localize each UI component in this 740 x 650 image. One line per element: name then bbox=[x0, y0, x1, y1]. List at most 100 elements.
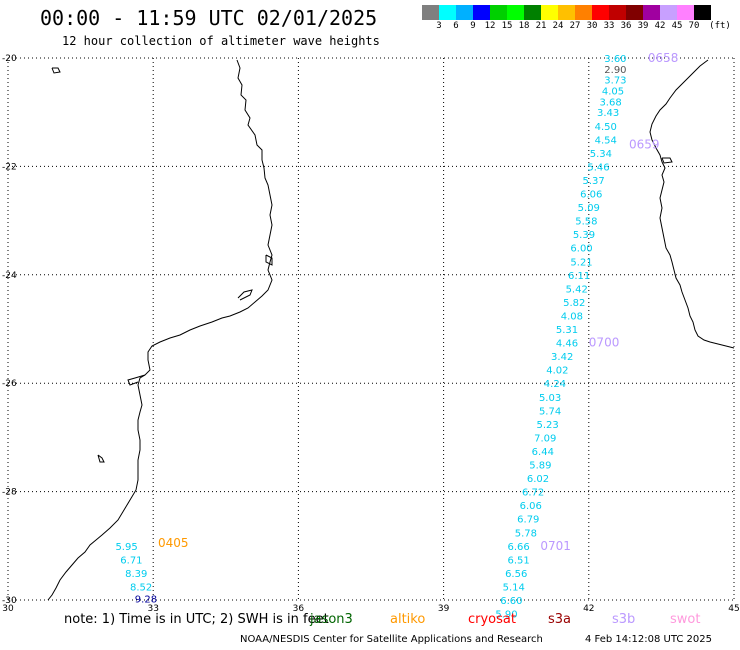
legend-label: 24 bbox=[552, 21, 564, 31]
wave-height-value: 5.46 bbox=[587, 162, 609, 173]
wave-height-value: 6.02 bbox=[527, 474, 549, 485]
y-tick-label: -24 bbox=[2, 271, 17, 281]
wave-height-value: 5.09 bbox=[578, 203, 600, 214]
satellite-name: s3a bbox=[548, 612, 572, 627]
wave-height-value: 9.28 bbox=[135, 594, 157, 605]
wave-height-value: 6.71 bbox=[120, 555, 142, 566]
wave-height-value: 6.11 bbox=[568, 271, 590, 282]
map-grid bbox=[7, 57, 735, 601]
footnote: note: 1) Time is in UTC; 2) SWH is in fe… bbox=[64, 612, 329, 627]
madagascar-coastline bbox=[649, 59, 735, 349]
wave-height-value: 7.09 bbox=[534, 433, 556, 444]
satellite-name: swot bbox=[670, 612, 701, 627]
pass-time-label: 0700 bbox=[589, 336, 620, 350]
wave-height-value: 3.42 bbox=[551, 352, 573, 363]
pass-time-label: 0405 bbox=[158, 536, 189, 550]
wave-height-value: 5.89 bbox=[529, 461, 551, 472]
wave-height-value: 6.51 bbox=[507, 555, 529, 566]
wave-height-value: 4.50 bbox=[595, 122, 617, 133]
legend-swatch bbox=[626, 5, 643, 20]
wave-height-value: 5.95 bbox=[115, 542, 137, 553]
legend-swatch bbox=[439, 5, 456, 20]
wave-height-value: 3.73 bbox=[604, 76, 626, 87]
wave-height-value: 6.00 bbox=[570, 244, 592, 255]
axis-ticks: 30 33 36 39 42 45 -20 -22 -24 -26 -28 -30 bbox=[2, 54, 740, 614]
madagascar-islet bbox=[661, 157, 673, 164]
coastline bbox=[47, 59, 735, 601]
wave-height-value: 5.82 bbox=[563, 298, 585, 309]
legend-swatch bbox=[592, 5, 609, 20]
wave-height-value: 8.39 bbox=[125, 569, 147, 580]
legend-label: 12 bbox=[484, 21, 496, 31]
legend-label: 21 bbox=[535, 21, 547, 31]
wave-height-value: 5.78 bbox=[515, 528, 537, 539]
wave-height-value: 6.72 bbox=[522, 488, 544, 499]
y-tick-label: -28 bbox=[2, 488, 17, 498]
y-tick-label: -26 bbox=[2, 379, 17, 389]
small-lake-south bbox=[97, 454, 105, 463]
wave-height-value: 6.79 bbox=[517, 515, 539, 526]
legend-label: 36 bbox=[620, 21, 632, 31]
wave-height-value: 5.34 bbox=[590, 149, 612, 160]
pass-time-label: 0658 bbox=[648, 51, 679, 65]
wave-height-value: 8.52 bbox=[130, 582, 152, 593]
pass-time-label: 0659 bbox=[629, 138, 660, 152]
x-tick-label: 42 bbox=[583, 604, 594, 614]
wave-height-value: 5.31 bbox=[556, 325, 578, 336]
legend-label: 18 bbox=[518, 21, 530, 31]
wave-height-value: 4.05 bbox=[602, 87, 624, 98]
x-tick-label: 33 bbox=[147, 604, 158, 614]
legend-swatch bbox=[677, 5, 694, 20]
legend-label: 6 bbox=[453, 21, 459, 31]
legend-swatch bbox=[541, 5, 558, 20]
wave-height-value: 6.06 bbox=[520, 501, 542, 512]
chart-title: 00:00 - 11:59 UTC 02/01/2025 bbox=[40, 6, 378, 30]
wave-height-value: 4.24 bbox=[544, 379, 566, 390]
wave-height-value: 5.74 bbox=[539, 406, 561, 417]
legend-swatch bbox=[456, 5, 473, 20]
satellite-name: altiko bbox=[390, 612, 426, 627]
satellite-name: cryosat bbox=[468, 612, 516, 627]
legend-label: 27 bbox=[569, 21, 581, 31]
pass-time-label: 0701 bbox=[540, 539, 571, 553]
small-island-west bbox=[51, 67, 61, 74]
legend-label: 9 bbox=[470, 21, 476, 31]
legend-labels: 3 6 9 12 15 18 21 24 27 30 33 36 39 42 45 70 (ft) bbox=[422, 21, 740, 33]
wave-height-value: 3.43 bbox=[597, 108, 619, 119]
legend-label: 42 bbox=[654, 21, 666, 31]
wave-height-value: 6.66 bbox=[507, 542, 529, 553]
wave-height-value: 5.14 bbox=[503, 582, 525, 593]
legend-label: 39 bbox=[637, 21, 649, 31]
legend-swatch bbox=[490, 5, 507, 20]
legend-swatch bbox=[422, 5, 439, 20]
legend-swatch bbox=[609, 5, 626, 20]
wave-height-value: 4.46 bbox=[556, 339, 578, 350]
wave-height-value: 5.39 bbox=[573, 230, 595, 241]
legend-label: 15 bbox=[501, 21, 513, 31]
x-tick-label: 36 bbox=[293, 604, 305, 614]
y-tick-label: -30 bbox=[2, 596, 17, 606]
wave-height-value: 4.54 bbox=[595, 135, 617, 146]
legend-swatch bbox=[507, 5, 524, 20]
credit-text: NOAA/NESDIS Center for Satellite Applica… bbox=[240, 634, 543, 645]
legend-label: 30 bbox=[586, 21, 598, 31]
wave-height-value: 3.60 bbox=[604, 54, 626, 65]
inland-lake-outline bbox=[127, 374, 146, 386]
wave-height-value: 5.37 bbox=[583, 176, 605, 187]
wave-height-value: 6.06 bbox=[580, 190, 602, 201]
wave-height-value: 5.42 bbox=[566, 284, 588, 295]
legend-swatch bbox=[558, 5, 575, 20]
wave-height-value: 5.21 bbox=[570, 257, 592, 268]
wave-height-value: 6.44 bbox=[532, 447, 554, 458]
coastal-inlet-outline bbox=[237, 289, 253, 301]
satellite-name: s3b bbox=[612, 612, 636, 627]
legend-swatch bbox=[575, 5, 592, 20]
wave-height-value: 5.90 bbox=[495, 610, 517, 621]
wave-height-value: 5.58 bbox=[575, 217, 597, 228]
legend-label: 33 bbox=[603, 21, 615, 31]
color-legend bbox=[422, 5, 711, 20]
legend-swatch bbox=[643, 5, 660, 20]
legend-label: 70 bbox=[688, 21, 700, 31]
legend-unit: (ft) bbox=[709, 21, 731, 31]
